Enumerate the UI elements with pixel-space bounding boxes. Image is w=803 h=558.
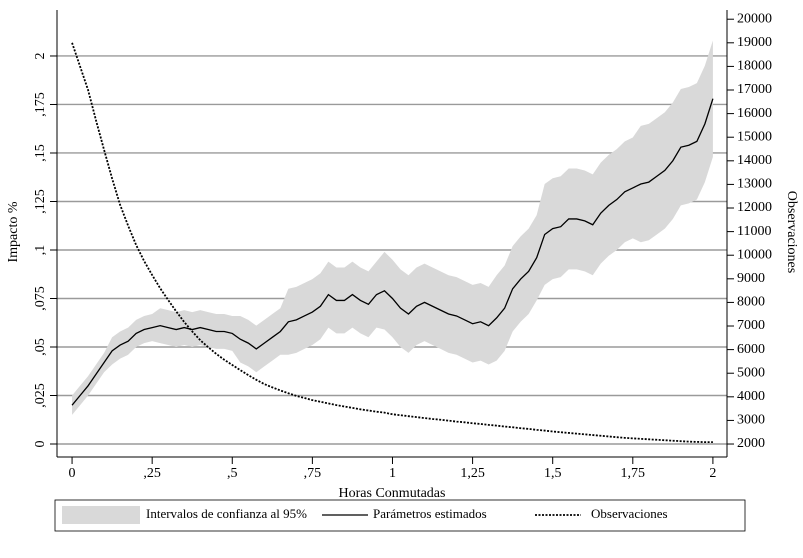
legend-label: Intervalos de confianza al 95% (146, 506, 307, 521)
x-tick-label: 2 (709, 466, 716, 481)
y-tick-label: ,125 (33, 189, 48, 214)
y2-tick-label: 19000 (737, 35, 772, 50)
y2-tick-label: 15000 (737, 129, 772, 144)
legend-swatch (62, 506, 140, 524)
y-axis-title: Impacto % (6, 201, 21, 262)
x-tick-label: 1,75 (621, 466, 646, 481)
y-tick-label: 2 (33, 52, 48, 59)
y2-tick-label: 12000 (737, 200, 772, 215)
legend-label: Observaciones (591, 506, 668, 521)
confidence-band (72, 40, 713, 415)
legend-label: Parámetros estimados (373, 506, 487, 521)
y2-tick-label: 8000 (737, 295, 765, 310)
y2-tick-label: 7000 (737, 318, 765, 333)
x-tick-label: 1,25 (460, 466, 485, 481)
y2-tick-label: 6000 (737, 342, 765, 357)
y-tick-label: ,025 (33, 383, 48, 408)
estimate-line (71, 98, 714, 406)
y2-tick-label: 14000 (737, 153, 772, 168)
y2-tick-label: 20000 (737, 11, 772, 26)
x-tick-label: 1,5 (544, 466, 562, 481)
y2-tick-label: 2000 (737, 436, 765, 451)
x-tick-label: ,75 (304, 466, 322, 481)
y2-tick-label: 4000 (737, 389, 765, 404)
observations-line (71, 42, 713, 444)
y-tick-label: 0 (33, 441, 48, 448)
y2-tick-label: 13000 (737, 177, 772, 192)
y-tick-label: ,175 (33, 92, 48, 117)
x-tick-label: 0 (69, 466, 76, 481)
y2-tick-label: 16000 (737, 106, 772, 121)
x-axis-title: Horas Conmutadas (339, 486, 446, 501)
y2-tick-label: 5000 (737, 365, 765, 380)
x-tick-label: 1 (389, 466, 396, 481)
y-tick-label: ,075 (33, 286, 48, 311)
y2-axis-title: Observaciones (784, 191, 799, 273)
y2-tick-label: 11000 (737, 224, 771, 239)
y2-tick-label: 9000 (737, 271, 765, 286)
x-tick-label: ,25 (143, 466, 161, 481)
y-tick-label: ,1 (33, 245, 48, 256)
y2-tick-label: 17000 (737, 82, 772, 97)
y-tick-label: ,05 (33, 338, 48, 356)
y2-tick-label: 3000 (737, 413, 765, 428)
y-tick-label: ,15 (33, 144, 48, 162)
y2-tick-label: 10000 (737, 247, 772, 262)
y2-tick-label: 18000 (737, 59, 772, 74)
legend-box (54, 499, 746, 532)
x-tick-label: ,5 (227, 466, 238, 481)
